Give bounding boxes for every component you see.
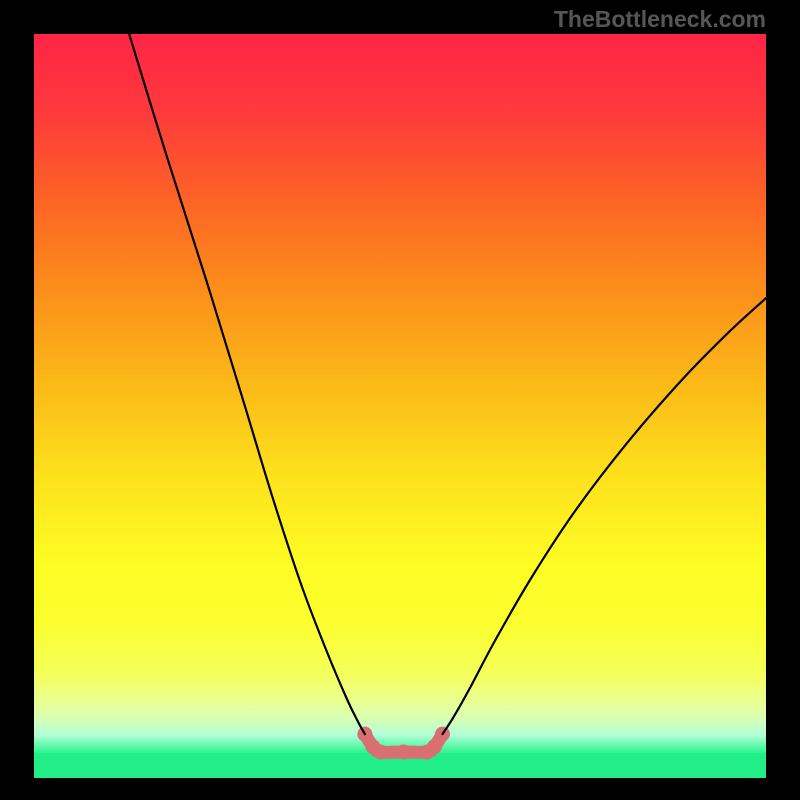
trough-dot <box>373 744 388 759</box>
left-curve <box>129 34 365 734</box>
watermark-text: TheBottleneck.com <box>554 6 766 33</box>
chart-frame <box>0 0 800 800</box>
curve-layer <box>34 34 766 778</box>
trough-dot <box>396 744 411 759</box>
trough-dot <box>427 739 442 754</box>
right-curve <box>442 298 766 734</box>
plot-area <box>34 34 766 778</box>
